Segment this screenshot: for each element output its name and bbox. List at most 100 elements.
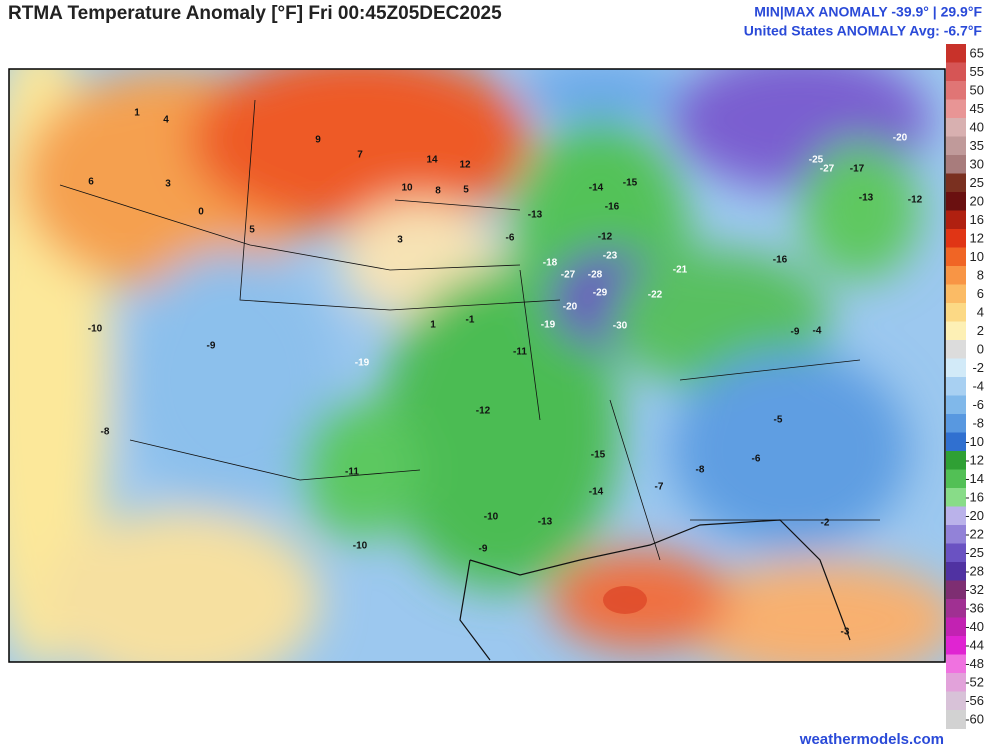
colorbar-label: -52 <box>965 675 984 690</box>
anomaly-label: -28 <box>588 270 603 281</box>
anomaly-label: 10 <box>401 183 413 194</box>
colorbar-swatch <box>946 229 966 248</box>
map <box>9 69 945 662</box>
anomaly-label: -3 <box>841 627 850 638</box>
anomaly-label: 7 <box>357 150 363 161</box>
colorbar-swatch <box>946 266 966 285</box>
anomaly-label: 5 <box>249 225 255 236</box>
colorbar-swatch <box>946 210 966 230</box>
anomaly-label: -5 <box>774 415 783 426</box>
colorbar-label: 0 <box>977 342 984 357</box>
anomaly-label: -13 <box>528 210 543 221</box>
anomaly-label: -13 <box>538 517 553 528</box>
anomaly-label: 1 <box>430 320 436 331</box>
colorbar-label: -20 <box>965 508 984 523</box>
anomaly-label: -17 <box>850 164 865 175</box>
colorbar-label: -25 <box>965 545 984 560</box>
colorbar-swatch <box>946 451 966 470</box>
colorbar-label: 6 <box>977 286 984 301</box>
anomaly-label: 1 <box>134 108 140 119</box>
anomaly-label: -12 <box>908 195 923 206</box>
colorbar-swatch <box>946 432 966 452</box>
anomaly-label: -20 <box>893 133 908 144</box>
colorbar-swatch <box>946 155 966 174</box>
anomaly-label: -18 <box>543 258 558 269</box>
anomaly-label: -22 <box>648 290 663 301</box>
colorbar-label: -60 <box>965 712 984 727</box>
anomaly-label: -9 <box>479 544 488 555</box>
colorbar-label: -40 <box>965 619 984 634</box>
anomaly-label: -10 <box>88 324 103 335</box>
colorbar-swatch <box>946 691 966 711</box>
colorbar-swatch <box>946 303 966 322</box>
anomaly-label: -16 <box>773 255 788 266</box>
colorbar-swatch <box>946 543 966 563</box>
colorbar-swatch <box>946 247 966 267</box>
colorbar-swatch <box>946 136 966 156</box>
anomaly-label: -9 <box>207 341 216 352</box>
colorbar-label: 20 <box>970 194 984 209</box>
colorbar-swatch <box>946 377 966 396</box>
colorbar: 65555045403530252016121086420-2-4-6-8-10… <box>946 44 984 729</box>
anomaly-label: -11 <box>345 467 359 478</box>
colorbar-swatch <box>946 562 966 581</box>
colorbar-label: -36 <box>965 601 984 616</box>
anomaly-label: 8 <box>435 186 441 197</box>
anomaly-label: -9 <box>791 327 800 338</box>
colorbar-swatch <box>946 321 966 341</box>
colorbar-label: 30 <box>970 157 984 172</box>
colorbar-label: -14 <box>965 471 984 486</box>
colorbar-swatch <box>946 118 966 137</box>
colorbar-swatch <box>946 284 966 304</box>
anomaly-label: -8 <box>696 465 705 476</box>
colorbar-swatch <box>946 358 966 378</box>
colorbar-label: 25 <box>970 175 984 190</box>
anomaly-label: 3 <box>397 235 403 246</box>
colorbar-label: -12 <box>965 453 984 468</box>
colorbar-label: -22 <box>965 527 984 542</box>
colorbar-label: -32 <box>965 582 984 597</box>
anomaly-label: -15 <box>623 178 638 189</box>
colorbar-swatch <box>946 81 966 100</box>
colorbar-swatch <box>946 673 966 692</box>
anomaly-label: 4 <box>163 115 169 126</box>
colorbar-label: -8 <box>972 416 984 431</box>
anomaly-label: -13 <box>859 193 874 204</box>
anomaly-label: -14 <box>589 487 604 498</box>
anomaly-label: -10 <box>353 541 368 552</box>
stats-avg: United States ANOMALY Avg: -6.7°F <box>744 23 983 39</box>
colorbar-swatch <box>946 617 966 637</box>
anomaly-label: -7 <box>655 482 664 493</box>
colorbar-label: 12 <box>970 231 984 246</box>
anomaly-label: -12 <box>476 406 491 417</box>
colorbar-label: -44 <box>965 638 984 653</box>
anomaly-label: -23 <box>603 251 618 262</box>
colorbar-label: -10 <box>965 434 984 449</box>
colorbar-label: -48 <box>965 656 984 671</box>
colorbar-label: -4 <box>972 379 984 394</box>
colorbar-swatch <box>946 414 966 433</box>
colorbar-label: 4 <box>977 305 984 320</box>
anomaly-label: -1 <box>466 315 475 326</box>
colorbar-label: 45 <box>970 101 984 116</box>
colorbar-swatch <box>946 599 966 618</box>
anomaly-label: 12 <box>459 160 471 171</box>
colorbar-label: 65 <box>970 46 984 61</box>
colorbar-label: 55 <box>970 64 984 79</box>
colorbar-swatch <box>946 44 966 63</box>
colorbar-swatch <box>946 395 966 415</box>
colorbar-swatch <box>946 173 966 193</box>
colorbar-swatch <box>946 525 966 544</box>
anomaly-label: -21 <box>673 265 688 276</box>
anomaly-label: 5 <box>463 185 469 196</box>
anomaly-label: -14 <box>589 183 604 194</box>
anomaly-label: 9 <box>315 135 321 146</box>
anomaly-label: -27 <box>820 164 835 175</box>
anomaly-label: 3 <box>165 179 171 190</box>
anomaly-label: -10 <box>484 512 499 523</box>
anomaly-label: 14 <box>426 155 438 166</box>
colorbar-label: 40 <box>970 120 984 135</box>
anomaly-label: 6 <box>88 177 94 188</box>
anomaly-label: -16 <box>605 202 620 213</box>
colorbar-label: 10 <box>970 249 984 264</box>
